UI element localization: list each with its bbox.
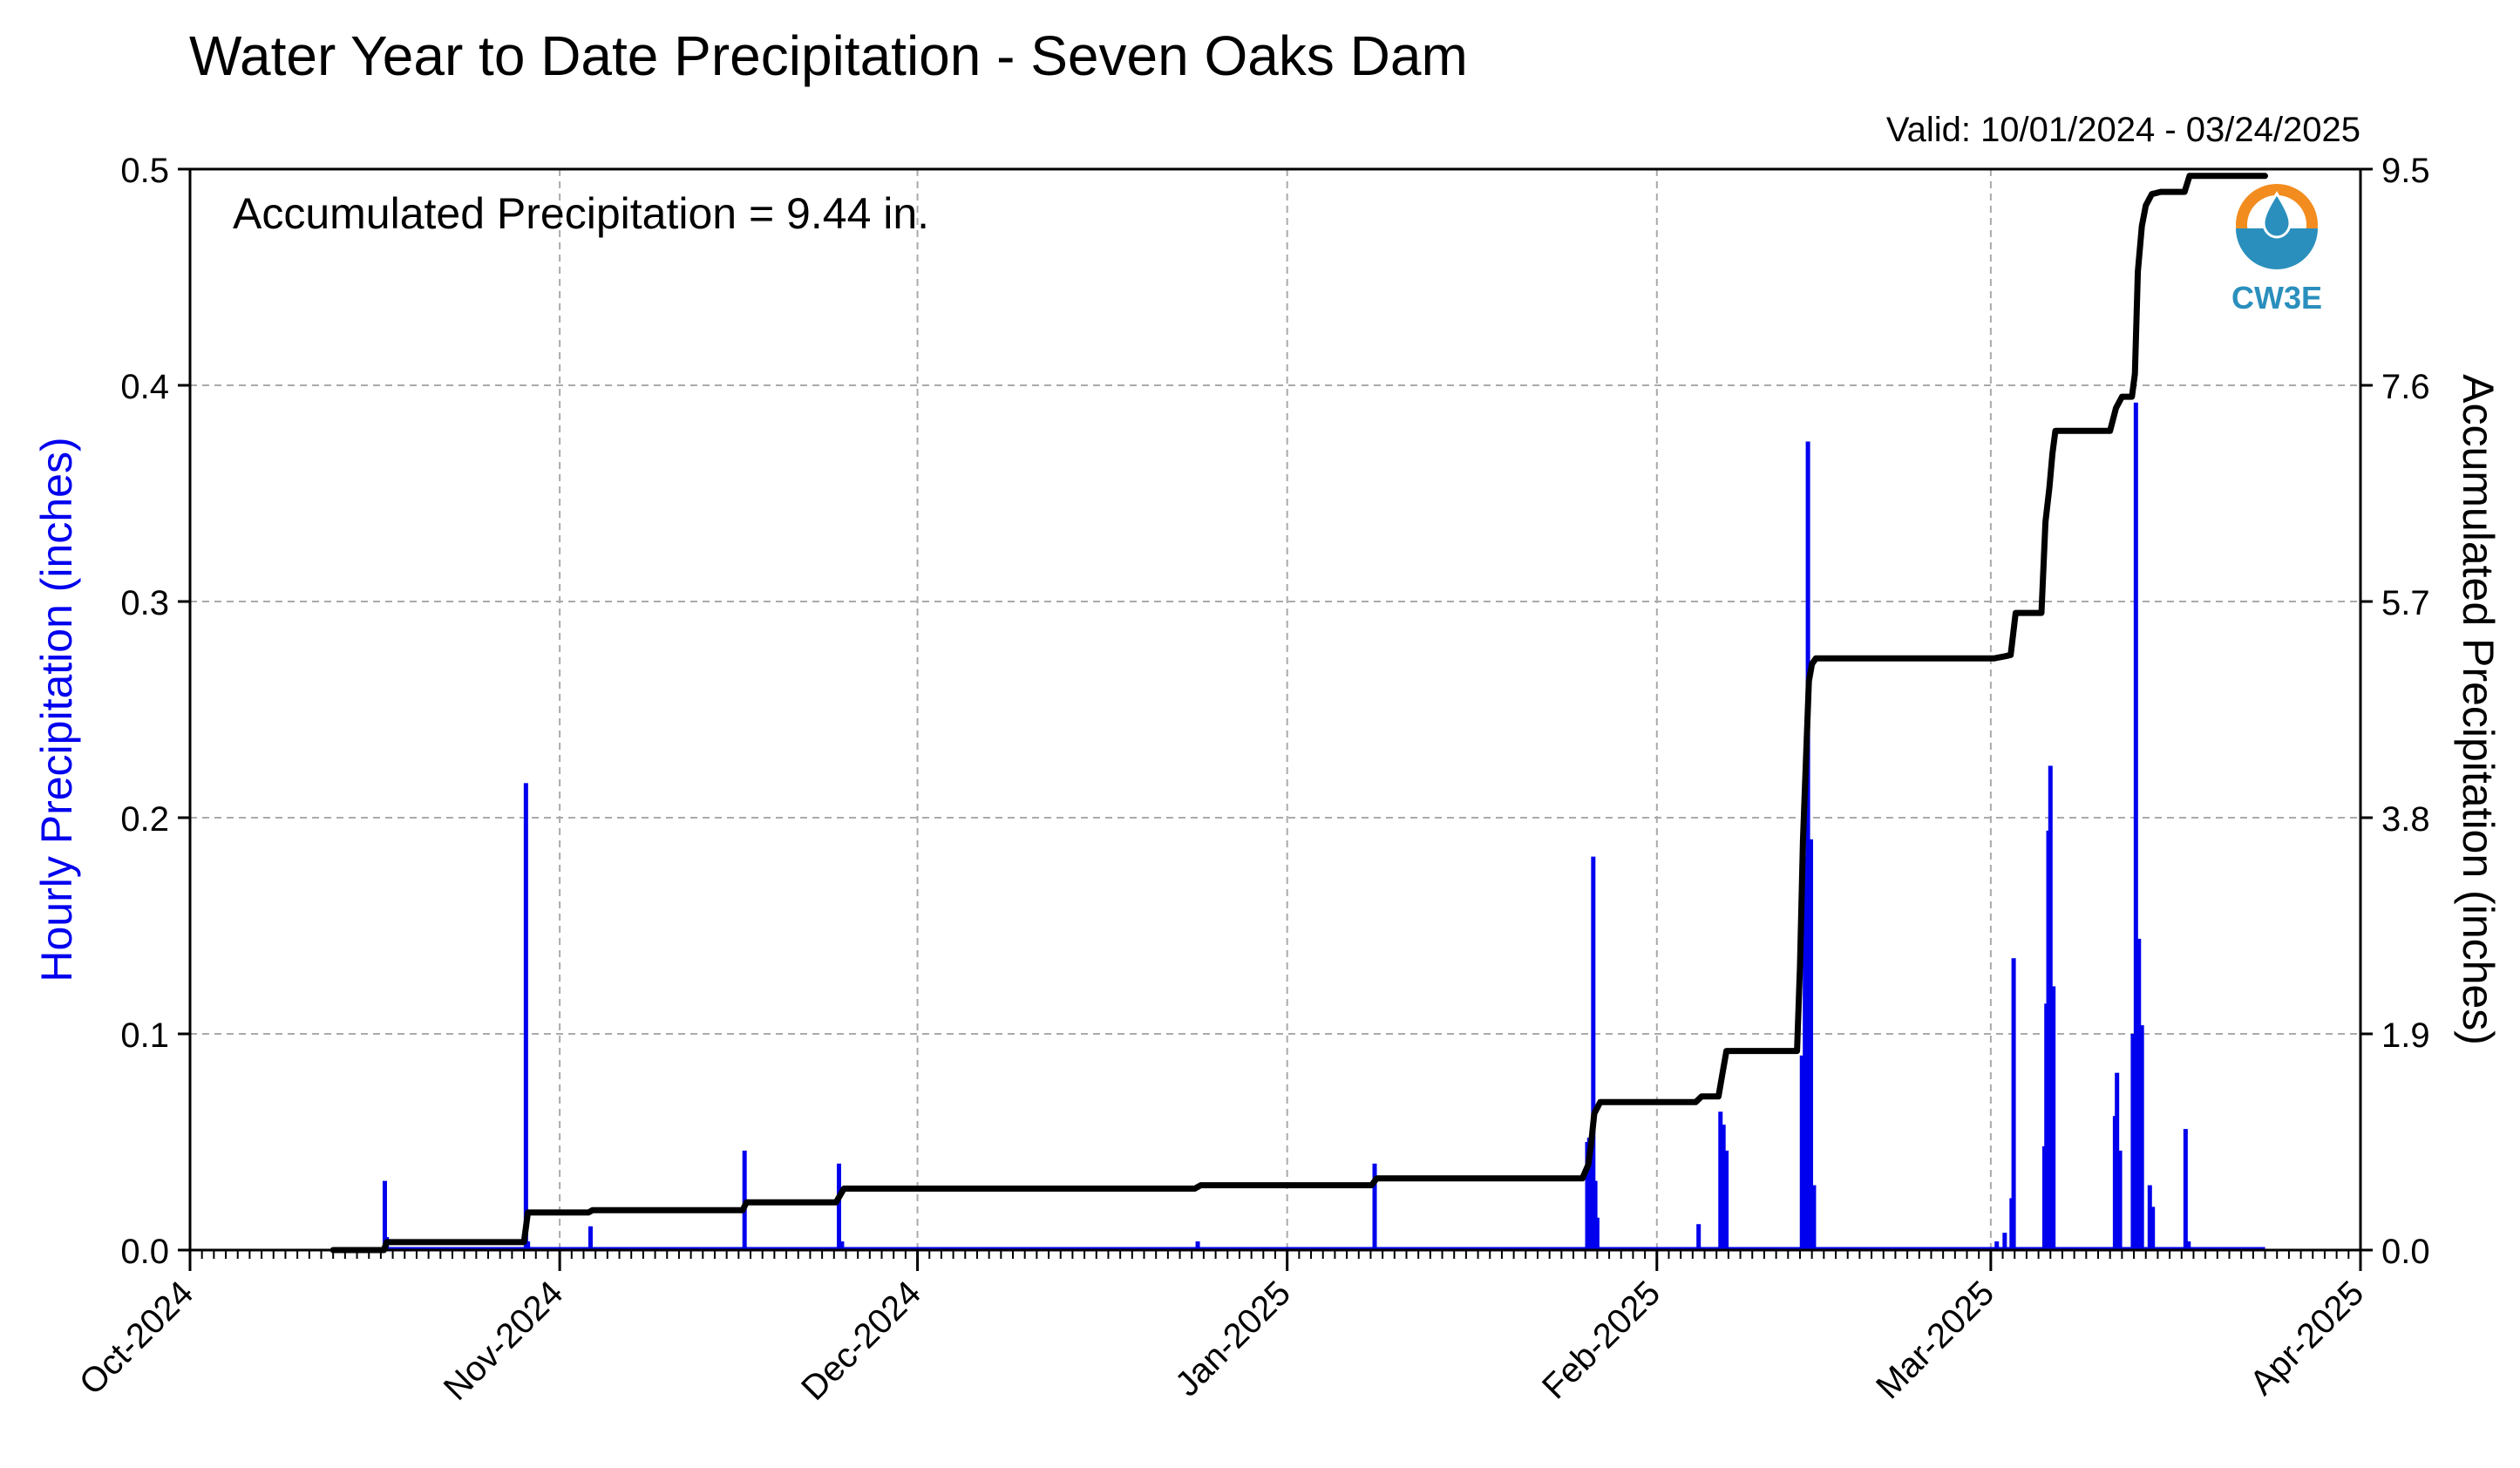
- hourly-precip-bar: [839, 1241, 845, 1250]
- hourly-precip-bar: [2048, 765, 2053, 1250]
- hourly-precip-bar: [1805, 441, 1810, 1251]
- hourly-precip-bar: [2183, 1129, 2188, 1250]
- y-left-tick-label: 0.3: [120, 584, 169, 622]
- hourly-precip-bar: [2011, 958, 2016, 1250]
- hourly-precipitation-bars: [333, 402, 2265, 1251]
- x-tick-label: Jan-2025: [1168, 1274, 1298, 1403]
- x-tick-label: Nov-2024: [437, 1274, 571, 1408]
- y-right-tick-label: 3.8: [2381, 800, 2430, 839]
- hourly-precip-bar: [1803, 856, 1808, 1250]
- hourly-precip-bar: [1593, 1180, 1598, 1250]
- y-left-tick-label: 0.4: [120, 368, 169, 406]
- grid-lines: [190, 169, 2360, 1250]
- hourly-precip-bar: [1799, 1055, 1804, 1250]
- x-tick-label: Oct-2024: [72, 1274, 200, 1402]
- chart-title: Water Year to Date Precipitation - Seven…: [189, 24, 1468, 87]
- x-axis-ticks: Oct-2024 Nov-2024 Dec-2024 Jan-2025 Feb-2025…: [72, 1250, 2371, 1408]
- plot-frame: [188, 167, 2362, 1252]
- hourly-precip-bar: [2186, 1241, 2191, 1250]
- hourly-precip-bar: [2002, 1233, 2007, 1250]
- hourly-precip-bar: [1372, 1163, 1377, 1250]
- hourly-precip-bar: [1811, 1185, 1817, 1250]
- y-right-tick-label: 1.9: [2381, 1016, 2430, 1055]
- hourly-precip-bar: [2115, 1072, 2120, 1250]
- hourly-precip-bar: [2139, 1025, 2144, 1250]
- y-right-ticks: 0.0 1.9 3.8 5.7 7.6 9.5: [2360, 152, 2430, 1271]
- y-left-axis-label: Hourly Precipitation (inches): [32, 437, 81, 982]
- y-right-tick-label: 0.0: [2381, 1233, 2430, 1271]
- accumulated-precipitation-line-group: [329, 173, 2268, 1254]
- y-left-ticks: 0.0 0.1 0.2 0.3 0.4 0.5: [120, 152, 190, 1271]
- hourly-precip-bar: [1591, 856, 1596, 1250]
- x-tick-label: Apr-2025: [2243, 1274, 2371, 1402]
- y-left-tick-label: 0.2: [120, 800, 169, 839]
- hourly-precip-bar: [523, 783, 528, 1250]
- x-tick-label: Dec-2024: [794, 1274, 928, 1408]
- logo-wave-icon: [2236, 228, 2318, 269]
- logo-text: CW3E: [2231, 280, 2322, 316]
- hourly-precip-bar: [1718, 1111, 1723, 1250]
- y-right-tick-label: 9.5: [2381, 152, 2430, 190]
- hourly-precip-bar: [836, 1163, 841, 1250]
- hourly-precip-bar: [2150, 1206, 2156, 1250]
- hourly-precip-bar: [1724, 1150, 1729, 1250]
- y-right-axis-label: Accumulated Precipitation (inches): [2454, 374, 2503, 1045]
- valid-date-range: Valid: 10/01/2024 - 03/24/2025: [1886, 111, 2360, 149]
- hourly-precip-bar: [1721, 1125, 1726, 1250]
- y-left-tick-label: 0.0: [120, 1233, 169, 1271]
- hourly-precip-bar: [1994, 1241, 2000, 1250]
- y-right-tick-label: 5.7: [2381, 584, 2430, 622]
- hourly-precip-bar: [1809, 839, 1814, 1250]
- accumulated-precipitation-line: [329, 173, 2268, 1254]
- accumulated-total-annotation: Accumulated Precipitation = 9.44 in.: [233, 189, 929, 238]
- hourly-precip-bar: [1195, 1241, 1200, 1250]
- y-left-tick-label: 0.1: [120, 1016, 169, 1055]
- y-right-tick-label: 7.6: [2381, 368, 2430, 406]
- x-tick-label: Mar-2025: [1869, 1274, 2001, 1406]
- hourly-precip-bar: [2130, 1034, 2136, 1250]
- hourly-precip-bar: [526, 1241, 531, 1250]
- x-tick-label: Feb-2025: [1535, 1274, 1668, 1406]
- hourly-precip-bar: [2051, 986, 2056, 1250]
- logo-drop-icon: [2262, 191, 2292, 239]
- hourly-precip-bar: [1586, 1138, 1592, 1250]
- hourly-precip-bar: [1696, 1224, 1702, 1250]
- hourly-precip-bar: [2117, 1150, 2123, 1250]
- hourly-precip-bar: [2136, 938, 2142, 1250]
- hourly-precip-bar: [2147, 1185, 2152, 1250]
- hourly-precip-bar: [382, 1180, 387, 1250]
- hourly-precip-bar: [1594, 1217, 1600, 1250]
- hourly-precip-bar: [2133, 402, 2138, 1251]
- hourly-precip-bar: [588, 1226, 593, 1250]
- cw3e-logo: CW3E: [2231, 184, 2322, 316]
- y-left-tick-label: 0.5: [120, 152, 169, 190]
